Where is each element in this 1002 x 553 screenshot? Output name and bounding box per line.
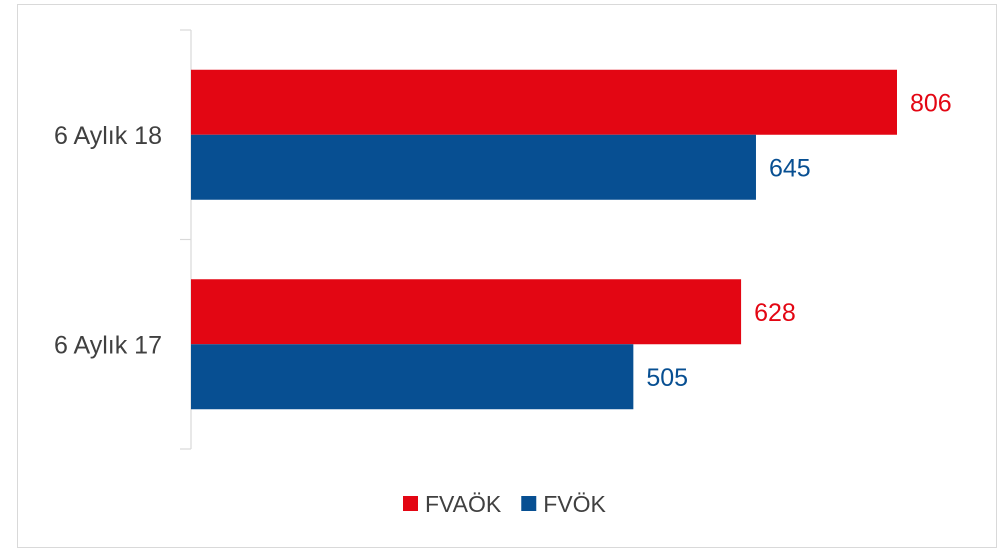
legend-entry: FVÖK: [543, 491, 606, 517]
bar-FVAÖK: [191, 279, 742, 345]
labels-layer: 6 Aylık 18 806 645 6 Aylık 17 628 505: [54, 89, 952, 392]
legend-swatch: [403, 496, 418, 511]
category-label: 6 Aylık 18: [54, 122, 162, 150]
category-label: 6 Aylık 17: [54, 331, 162, 359]
bars-layer: [191, 69, 897, 410]
legend: FVAÖK FVÖK: [403, 491, 607, 517]
data-label: 645: [769, 154, 811, 182]
axis-layer: [180, 29, 192, 450]
data-label: 806: [910, 89, 952, 117]
bar-FVÖK: [191, 344, 634, 410]
data-label: 628: [754, 299, 796, 327]
data-label: 505: [646, 364, 688, 392]
bar-FVÖK: [191, 134, 756, 200]
legend-swatch: [521, 496, 537, 511]
legend-entry: FVAÖK: [425, 491, 502, 517]
bar-FVAÖK: [191, 69, 897, 135]
